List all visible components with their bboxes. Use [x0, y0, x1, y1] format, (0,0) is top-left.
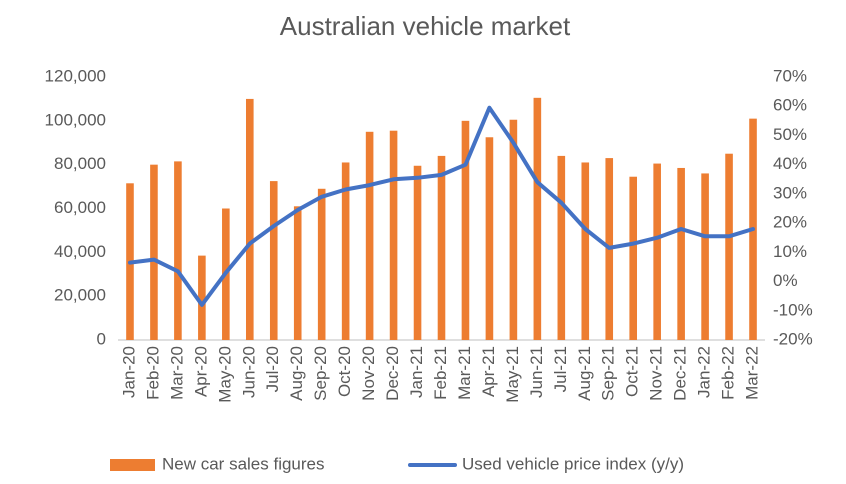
legend-label: Used vehicle price index (y/y): [462, 454, 684, 473]
x-tick-label: Aug-20: [287, 346, 306, 401]
x-tick-label: Jul-21: [551, 346, 570, 392]
chart-title: Australian vehicle market: [280, 11, 571, 41]
x-tick-label: Jun-21: [527, 346, 546, 398]
y-tick-label: 120,000: [45, 66, 106, 85]
y2-tick-label: 20%: [773, 213, 807, 232]
x-tick-label: Oct-21: [623, 346, 642, 397]
bar: [198, 255, 206, 340]
bar: [317, 188, 326, 340]
y2-tick-label: -10%: [773, 300, 813, 319]
y2-tick-label: 50%: [773, 125, 807, 144]
y-tick-label: 20,000: [54, 286, 106, 305]
x-tick-label: Sep-21: [599, 346, 618, 401]
x-tick-label: Jun-20: [239, 346, 258, 398]
bar: [150, 164, 158, 340]
x-tick-label: Jul-20: [263, 346, 282, 392]
bar: [557, 155, 566, 340]
y-tick-label: 0: [97, 329, 106, 348]
bar: [365, 131, 374, 340]
bar: [245, 98, 254, 341]
x-tick-label: Mar-20: [167, 346, 186, 400]
y-tick-label: 80,000: [54, 154, 106, 173]
x-tick-label: Sep-20: [311, 346, 330, 401]
bar: [725, 153, 733, 340]
x-tick-label: Apr-21: [479, 346, 498, 397]
x-tick-label: Nov-20: [359, 346, 378, 401]
x-tick-label: Mar-22: [743, 346, 762, 400]
y-tick-label: 100,000: [45, 110, 106, 129]
bar: [629, 176, 638, 340]
x-tick-label: Dec-20: [383, 346, 402, 401]
bar: [461, 120, 470, 340]
bar: [293, 206, 302, 340]
bar: [174, 161, 182, 340]
y2-tick-label: 40%: [773, 154, 807, 173]
y2-tick-label: 60%: [773, 96, 807, 115]
x-tick-label: Dec-21: [671, 346, 690, 401]
y2-tick-label: 10%: [773, 242, 807, 261]
x-tick-label: Nov-21: [647, 346, 666, 401]
y-tick-label: 40,000: [54, 242, 106, 261]
x-tick-label: Apr-20: [191, 346, 210, 397]
bar: [701, 173, 709, 340]
x-tick-label: Feb-21: [431, 346, 450, 400]
bar: [533, 97, 542, 340]
bar: [677, 167, 685, 340]
bar: [341, 162, 350, 340]
bar: [389, 130, 398, 340]
y2-tick-label: -20%: [773, 329, 813, 348]
x-tick-label: Jan-22: [695, 346, 714, 398]
bar: [413, 165, 422, 340]
x-tick-label: Feb-22: [719, 346, 738, 400]
x-tick-label: Mar-21: [455, 346, 474, 400]
x-tick-label: Aug-21: [575, 346, 594, 401]
bar: [485, 137, 494, 340]
x-tick-label: Oct-20: [335, 346, 354, 397]
x-tick-label: Feb-20: [143, 346, 162, 400]
bar: [653, 163, 661, 340]
line: [128, 105, 755, 307]
x-tick-label: May-20: [215, 346, 234, 403]
x-tick-label: Jan-21: [407, 346, 426, 398]
legend-label: New car sales figures: [162, 454, 325, 473]
bar: [269, 181, 278, 340]
x-tick-label: Jan-20: [119, 346, 138, 398]
y2-tick-label: 0%: [773, 271, 798, 290]
bar: [509, 119, 518, 340]
y2-tick-label: 70%: [773, 66, 807, 85]
bar: [581, 162, 590, 340]
y2-tick-label: 30%: [773, 183, 807, 202]
legend-swatch: [110, 459, 155, 471]
y-tick-label: 60,000: [54, 198, 106, 217]
x-tick-label: May-21: [503, 346, 522, 403]
bar: [437, 155, 446, 340]
